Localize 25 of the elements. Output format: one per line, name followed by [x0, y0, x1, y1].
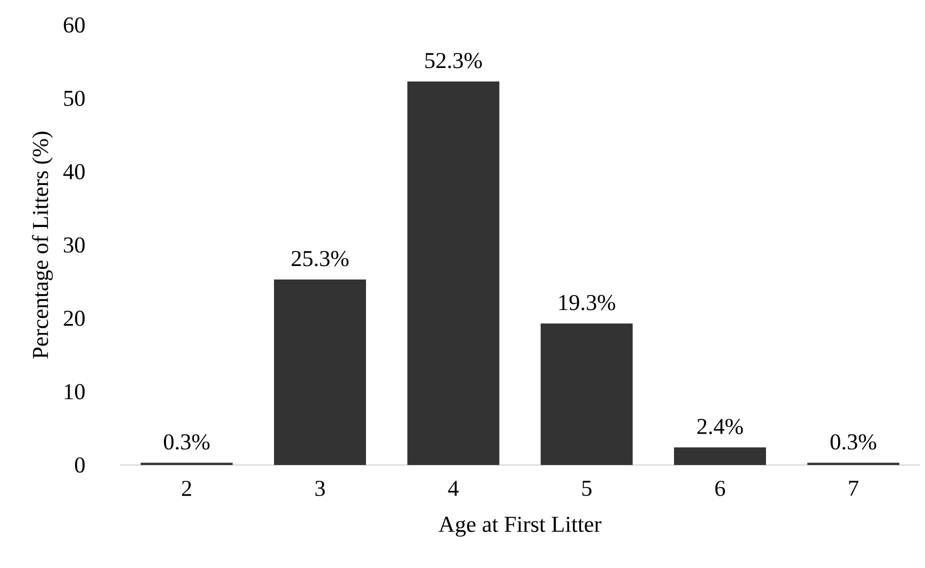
- data-label: 2.4%: [697, 418, 743, 434]
- bar: [274, 279, 366, 465]
- x-tick-label: 7: [849, 480, 858, 496]
- y-tick-label: 40: [63, 164, 85, 180]
- x-tick-label: 6: [715, 480, 726, 496]
- x-axis-title: Age at First Litter: [438, 516, 602, 537]
- x-tick-label: 4: [448, 480, 459, 496]
- y-tick-label: 10: [64, 384, 85, 400]
- x-tick-label: 2: [182, 480, 192, 496]
- y-axis-title: Percentage of Litters (%): [32, 132, 53, 359]
- bar: [674, 447, 766, 465]
- x-tick-label: 3: [315, 480, 325, 496]
- bar: [540, 323, 633, 465]
- bar: [407, 81, 500, 465]
- y-tick-label: 60: [64, 17, 85, 33]
- data-label: 0.3%: [164, 434, 210, 450]
- y-tick-label: 50: [64, 90, 85, 106]
- data-label: 0.3%: [830, 434, 876, 450]
- y-tick-label: 30: [64, 237, 85, 253]
- x-tick-label: 5: [582, 480, 592, 496]
- data-label: 25.3%: [292, 250, 349, 266]
- data-label: 52.3%: [425, 52, 482, 68]
- y-tick-label: 20: [64, 310, 85, 326]
- y-tick-label: 0: [75, 457, 85, 473]
- data-label: 19.3%: [559, 294, 616, 310]
